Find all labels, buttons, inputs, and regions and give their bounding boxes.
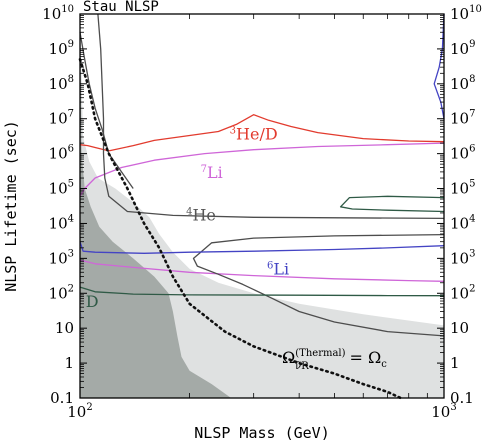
x-tick-label: 103 xyxy=(431,402,456,421)
he3-label: 3He/D xyxy=(230,125,278,144)
y-tick-label-right: 106 xyxy=(450,144,475,163)
chart-title: Stau NLSP xyxy=(83,0,159,15)
y-tick-label-right: 107 xyxy=(450,109,475,128)
constraint-curves xyxy=(78,13,445,400)
y-tick-label: 0.1 xyxy=(50,389,74,407)
relic-label: Ω(Thermal) ν̃R = Ωc xyxy=(282,348,387,372)
x-axis-title: NLSP Mass (GeV) xyxy=(194,424,329,442)
y-tick-label-right: 104 xyxy=(450,213,475,232)
he4-label: 4He xyxy=(186,206,216,225)
y-tick-label: 103 xyxy=(49,248,74,267)
d-curve xyxy=(79,286,445,297)
y-tick-label-right: 1010 xyxy=(450,4,482,23)
y-tick-label: 10 xyxy=(55,319,74,337)
y-tick-label-right: 109 xyxy=(450,39,475,58)
li6-curve xyxy=(79,241,445,254)
y-tick-label-right: 105 xyxy=(450,179,475,198)
thermal-relic-dotted-curve xyxy=(78,58,402,400)
li7-label: 7Li xyxy=(201,163,223,182)
d-label: D xyxy=(86,292,99,311)
y-tick-label-right: 10 xyxy=(450,319,469,337)
green-loop-curve xyxy=(339,195,445,213)
dark-excluded-region xyxy=(80,14,232,398)
y-tick-label: 102 xyxy=(49,283,74,302)
y-tick-label: 107 xyxy=(49,109,74,128)
li7-upper-curve xyxy=(79,142,445,197)
y-tick-label: 104 xyxy=(49,213,74,232)
y-tick-label: 106 xyxy=(49,144,74,163)
y-tick-label-right: 102 xyxy=(450,283,475,302)
y-tick-label: 109 xyxy=(49,39,74,58)
blue-right-curve xyxy=(433,13,445,119)
plot-frame xyxy=(79,13,445,399)
y-tick-label-right: 103 xyxy=(450,248,475,267)
curve-labels: 3He/D 7Li 4He 6Li D Ω(Thermal) ν̃R = Ωc xyxy=(86,125,387,372)
he4-curve xyxy=(97,13,445,220)
li6-label: 6Li xyxy=(267,259,289,278)
y-tick-label-right: 108 xyxy=(450,74,475,93)
y-tick-label: 108 xyxy=(49,74,74,93)
y-tick-label: 1 xyxy=(64,354,74,372)
light-excluded-region xyxy=(80,14,444,398)
y-tick-label: 1010 xyxy=(42,4,74,23)
x-tick-label: 102 xyxy=(67,402,92,421)
y-tick-label-right: 0.1 xyxy=(450,389,474,407)
y-tick-label: 105 xyxy=(49,179,74,198)
y-axis-title: NLSP Lifetime (sec) xyxy=(2,120,20,292)
y-tick-label-right: 1 xyxy=(450,354,460,372)
mid-black-curve xyxy=(192,233,445,337)
he4-lower-curve xyxy=(79,32,134,189)
he3-over-d-curve xyxy=(79,114,445,152)
excluded-regions xyxy=(80,14,444,398)
li7-lower-curve xyxy=(79,259,445,282)
